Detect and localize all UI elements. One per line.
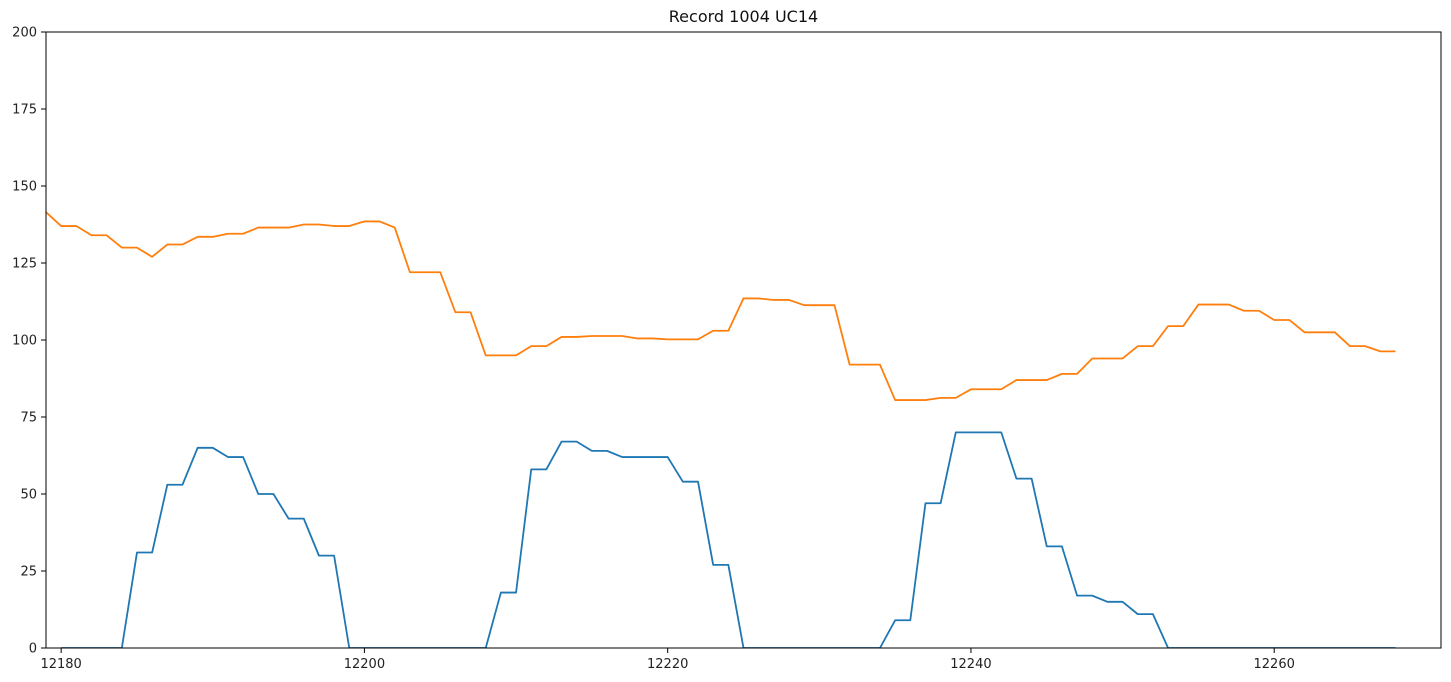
x-tick-label: 12200 — [344, 657, 385, 672]
series-layer — [46, 211, 1396, 648]
y-tick-label: 0 — [29, 642, 37, 657]
series-line-1 — [61, 431, 1396, 648]
y-tick-label: 50 — [20, 488, 37, 503]
y-tick-label: 100 — [12, 334, 37, 349]
y-tick-label: 200 — [12, 26, 37, 41]
series-line-2 — [46, 211, 1396, 401]
chart-title: Record 1004 UC14 — [669, 7, 818, 26]
x-tick-label: 12180 — [40, 657, 81, 672]
plot-frame — [45, 31, 1442, 649]
y-tick-label: 75 — [20, 411, 37, 426]
y-tick-label: 150 — [12, 180, 37, 195]
y-tick-label: 25 — [20, 565, 37, 580]
axes-layer: 12180 12200 12220 12240 12260 0 25 50 75 100 125 15… — [12, 26, 1442, 672]
x-tick-label: 12220 — [647, 657, 688, 672]
y-tick-label: 125 — [12, 257, 37, 272]
y-tick-label: 175 — [12, 103, 37, 118]
x-tick-label: 12260 — [1254, 657, 1295, 672]
x-tick-label: 12240 — [950, 657, 991, 672]
